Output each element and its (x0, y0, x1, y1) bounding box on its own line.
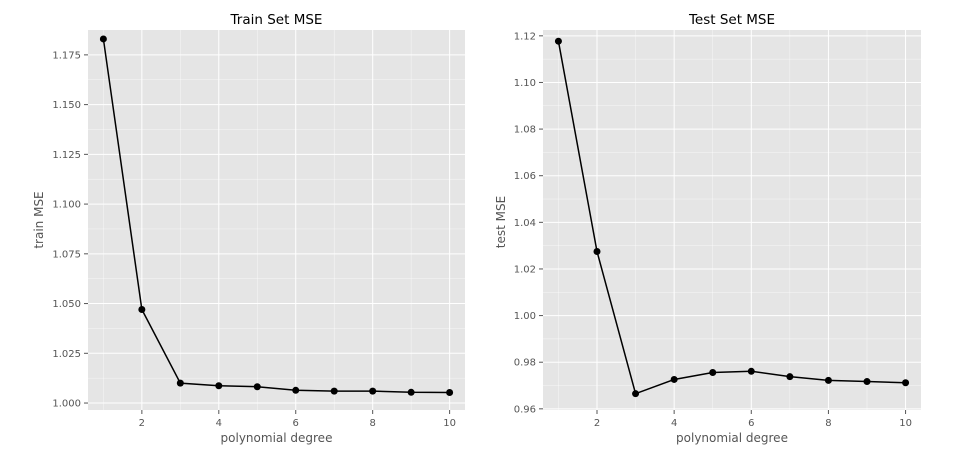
train-data-point (138, 306, 146, 314)
train-data-point (176, 379, 184, 387)
test-y-tick-label: 1.00 (514, 311, 536, 322)
test-series-line (557, 41, 906, 395)
test-y-tick-label: 0.96 (514, 404, 536, 415)
test-mse-chart: 2 4 6 8 10 0.96 0.98 1.00 1.02 1.04 1.06 1.08 1.10 1.… (494, 12, 921, 445)
test-data-point (593, 247, 601, 255)
train-y-tick-label: 1.125 (52, 150, 81, 161)
train-y-tick-label: 1.175 (52, 50, 81, 61)
train-gridlines (88, 30, 465, 410)
train-x-tick-label: 4 (216, 418, 222, 429)
test-data-point (670, 375, 678, 383)
test-y-tick-label: 1.08 (514, 125, 536, 136)
train-data-point (292, 386, 300, 394)
train-y-tick-label: 1.025 (52, 349, 81, 360)
train-data-point (407, 388, 415, 396)
train-data-point (253, 383, 261, 391)
test-data-point (786, 373, 794, 381)
train-plot-area (88, 30, 465, 410)
train-mse-chart: 2 4 6 8 10 1.000 1.025 1.050 1.075 1.100 1.125 1.15… (32, 12, 465, 445)
train-y-tick-label: 1.000 (52, 399, 81, 410)
test-y-tick-label: 1.02 (514, 264, 536, 275)
test-y-tick-label: 1.04 (514, 218, 536, 229)
test-data-point (863, 378, 871, 386)
test-series (554, 37, 910, 398)
test-x-tick-label: 6 (748, 418, 754, 429)
test-y-tick-label: 1.12 (514, 31, 536, 42)
test-x-tick-label: 4 (671, 418, 677, 429)
train-y-tick-label: 1.100 (52, 200, 81, 211)
train-data-point (330, 387, 338, 395)
train-x-tick-label: 8 (369, 418, 375, 429)
train-data-point (446, 388, 454, 396)
test-x-tick-label: 2 (594, 418, 600, 429)
test-x-tick-label: 8 (825, 418, 831, 429)
test-data-point (824, 376, 832, 384)
test-data-point (554, 37, 562, 45)
train-ticks: 2 4 6 8 10 1.000 1.025 1.050 1.075 1.100 1.125 1.15… (52, 50, 456, 429)
train-x-tick-label: 6 (293, 418, 299, 429)
train-x-tick-label: 2 (139, 418, 145, 429)
train-chart-title: Train Set MSE (230, 12, 323, 28)
test-y-tick-label: 1.10 (514, 78, 536, 89)
test-x-axis-label: polynomial degree (676, 431, 788, 445)
train-series-line (102, 38, 450, 394)
test-chart-title: Test Set MSE (688, 12, 775, 28)
test-y-tick-label: 1.06 (514, 171, 536, 182)
test-data-point (632, 390, 640, 398)
test-y-tick-label: 0.98 (514, 358, 536, 369)
test-data-point (709, 368, 717, 376)
train-y-tick-label: 1.150 (52, 100, 81, 111)
train-data-point (99, 35, 107, 43)
train-y-tick-label: 1.050 (52, 299, 81, 310)
test-gridlines (543, 30, 921, 410)
test-plot-area (543, 30, 921, 410)
train-x-tick-label: 10 (443, 418, 456, 429)
test-ticks: 2 4 6 8 10 0.96 0.98 1.00 1.02 1.04 1.06 1.08 1.10 1.… (514, 31, 912, 429)
train-series (99, 35, 454, 396)
test-data-point (902, 379, 910, 387)
test-y-axis-label: test MSE (494, 196, 508, 248)
train-data-point (215, 382, 223, 390)
train-x-axis-label: polynomial degree (221, 431, 333, 445)
train-y-axis-label: train MSE (32, 191, 46, 248)
train-data-point (369, 387, 377, 395)
train-y-tick-label: 1.075 (52, 249, 81, 260)
test-x-tick-label: 10 (899, 418, 912, 429)
test-data-point (747, 367, 755, 375)
